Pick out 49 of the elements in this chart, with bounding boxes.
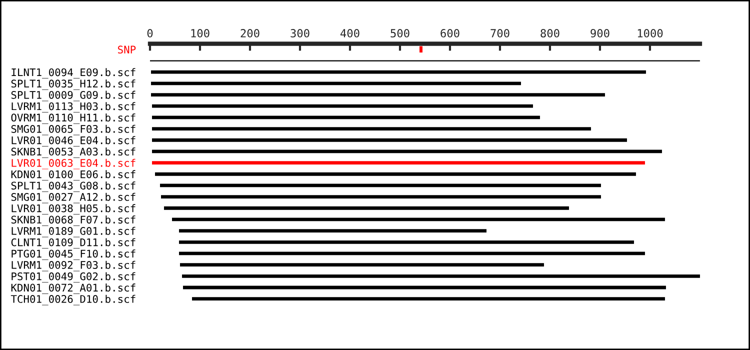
x-tick-label: 500 xyxy=(390,29,410,38)
y-tick-label: KDN01_0072_A01.b.scf xyxy=(11,284,136,294)
x-tick-label: 200 xyxy=(240,29,260,38)
bar xyxy=(152,127,591,130)
bar xyxy=(180,263,544,267)
y-tick-label: KDN01_0100_E06.b.scf xyxy=(11,170,136,181)
y-tick-label: SMG01_0065_F03.b.scf xyxy=(11,124,136,136)
x-tick-label: 900 xyxy=(590,29,610,38)
x-tick-label: 1000 xyxy=(638,29,663,38)
x-tick-label: 800 xyxy=(540,29,560,38)
x-tick-label: 100 xyxy=(191,29,210,38)
x-tick-label: 300 xyxy=(290,29,310,38)
x-tick-label: 700 xyxy=(490,29,510,38)
y-tick-label: LVR01_0063_E04.b.scf xyxy=(12,158,136,170)
y-tick-label: SPLT1_0043_G08.b.scf xyxy=(11,182,136,192)
bar xyxy=(151,82,521,86)
y-tick-label: LVRM1_0113_H03.b.scf xyxy=(12,102,136,113)
y-tick-label: LVRM1_0189_G01.b.scf xyxy=(12,226,136,238)
bar xyxy=(161,195,601,198)
bar xyxy=(179,240,634,244)
y-tick-label: SMG01_0027_A12.b.scf xyxy=(11,192,136,204)
y-tick-label: SKNB1_0053_A03.b.scf xyxy=(11,147,136,158)
x-tick-label: 400 xyxy=(340,29,360,38)
bar xyxy=(152,116,540,120)
y-tick-label: PST01_0049_G02.b.scf xyxy=(12,272,136,283)
y-tick-label: ILNT1_0094_E09.b.scf xyxy=(12,68,136,79)
y-tick-label: LVR01_0046_E04.b.scf xyxy=(12,136,136,147)
y-tick-label: CLNT1_0109_D11.b.scf xyxy=(11,238,136,249)
bar xyxy=(164,206,569,210)
y-tick-label: SPLT1_0035_H12.b.scf xyxy=(11,79,136,90)
y-tick-label: TCH01_0026_D10.b.scf xyxy=(10,294,136,306)
bar xyxy=(155,172,636,176)
bar xyxy=(151,70,646,74)
y-tick-label: OVRM1_0110_H11.b.scf xyxy=(11,113,136,124)
y-tick-label: SNP xyxy=(118,46,136,54)
bar xyxy=(152,161,645,164)
bar xyxy=(152,104,533,108)
y-tick-label: PTG01_0045_F10.b.scf xyxy=(12,250,136,260)
y-tick-label: LVR01_0038_H05.b.scf xyxy=(12,204,136,215)
bar xyxy=(152,138,627,142)
bar xyxy=(182,274,700,278)
bar xyxy=(151,93,605,96)
x-tick-label: 0 xyxy=(147,29,153,38)
y-tick-label: SKNB1_0068_F07.b.scf xyxy=(11,216,136,226)
y-tick-label: LVRM1_0092_F03.b.scf xyxy=(12,260,136,272)
bar xyxy=(179,229,486,233)
bar xyxy=(192,297,665,301)
x-tick-label: 600 xyxy=(440,29,460,38)
y-tick-label: SPLT1_0009_G09.b.scf xyxy=(11,90,136,102)
